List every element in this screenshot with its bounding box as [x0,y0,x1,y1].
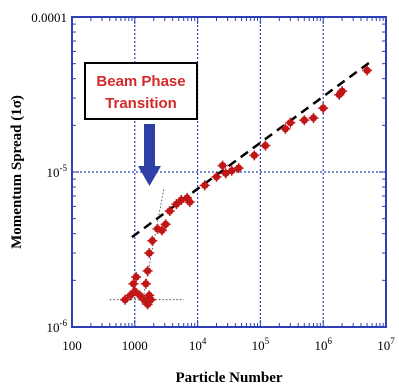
data-marker [147,296,155,304]
data-marker [201,181,209,189]
data-point [220,168,231,179]
data-marker [145,249,153,257]
data-point [131,272,142,283]
y-axis-label: Momentum Spread (1σ) [9,95,25,249]
data-marker [131,287,139,295]
data-marker [228,167,236,175]
data-point [145,294,156,305]
data-marker [142,280,150,288]
data-marker [144,267,152,275]
x-tick-label: 105 [252,336,270,353]
data-point [285,117,296,128]
x-tick-label: 107 [377,336,395,353]
data-point [299,115,310,126]
annotation-line-2: Transition [105,95,177,112]
data-point [147,235,158,246]
data-marker [186,198,194,206]
data-point [160,219,171,230]
data-marker [212,173,221,181]
data-marker [222,169,230,177]
data-marker [286,119,294,127]
annotation: Beam Phase Transition [84,62,198,186]
data-point [144,248,155,259]
annotation-line-1: Beam Phase [96,73,185,90]
data-marker [309,114,318,122]
x-tick-labels: 100 1000 104 105 106 107 [62,336,395,353]
fit-line [131,58,374,239]
data-point [156,225,167,236]
data-point [199,180,210,191]
data-marker [363,66,371,75]
data-point [226,165,237,176]
data-marker [132,273,140,281]
data-marker [148,237,156,245]
guide-lines [109,58,374,305]
data-point [211,171,222,182]
y-tick-label: 10-6 [47,318,68,335]
y-tick-label: 0.0001 [31,10,67,25]
data-marker [172,200,181,208]
data-point [233,163,244,174]
arrow-head-icon [138,166,161,186]
data-point [337,86,348,97]
x-tick-label: 104 [189,336,207,353]
data-point [318,103,329,114]
guide-line [141,188,165,305]
data-point [280,123,291,134]
data-marker [129,280,138,288]
data-points [120,65,373,310]
data-marker [281,125,289,133]
data-point [142,265,153,276]
data-point [120,294,131,305]
x-tick-label: 1000 [122,338,148,353]
data-point [362,65,373,76]
x-axis-label: Particle Number [175,370,282,386]
y-tick-label: 10-5 [47,163,68,180]
x-tick-label: 106 [314,336,332,353]
x-tick-label: 100 [62,338,82,353]
data-marker [319,104,327,112]
data-point [260,140,271,151]
data-marker [261,142,269,150]
data-marker [250,151,258,159]
arrow-shaft [144,124,155,166]
y-tick-labels: 10-6 10-5 0.0001 [31,10,67,335]
tick-marks [71,16,387,328]
data-point [164,206,175,217]
annotation-box [84,62,198,120]
data-point [128,278,139,289]
data-point [249,150,260,161]
data-marker [121,296,129,304]
data-marker [166,207,174,215]
data-point [184,197,195,208]
data-marker [338,87,346,95]
data-point [140,278,151,289]
data-marker [235,164,243,172]
data-point [308,113,319,124]
data-point [217,160,228,171]
data-marker [158,226,166,234]
data-marker [300,116,308,124]
data-marker [162,220,170,228]
data-point [171,199,182,210]
data-marker [218,161,227,170]
